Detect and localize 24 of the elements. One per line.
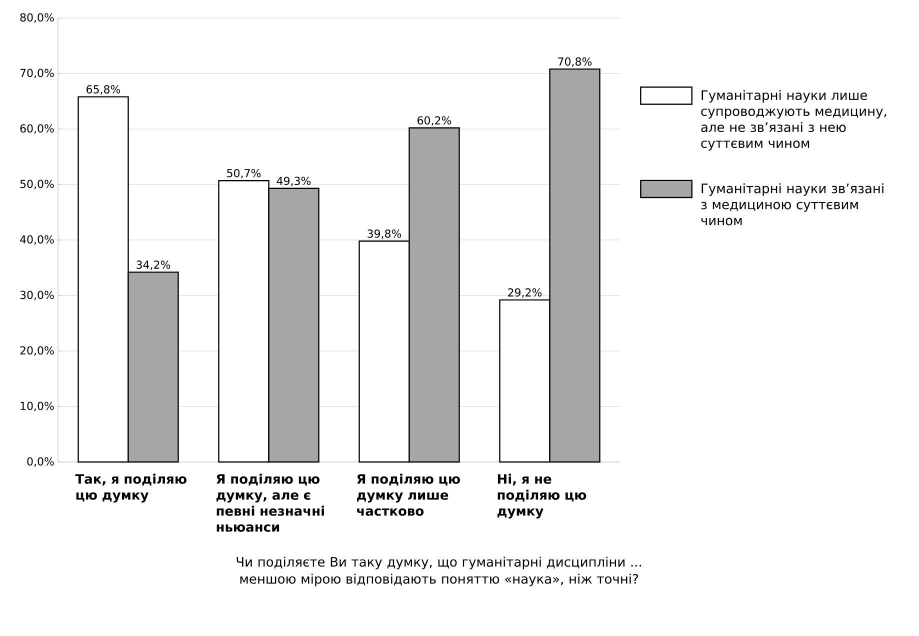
x-axis-title: Чи поділяєте Ви таку думку, що гуманітарні дисципліни ... меншою мірою відповідають поняттю «наука», ніж точні? xyxy=(236,556,641,586)
legend-label: Гуманітарні науки лише супроводжують медицину, але не зв’язані з нею суттєвим чином xyxy=(701,90,886,151)
data-label: 70,8% xyxy=(558,57,592,67)
y-tick-label: 20,0% xyxy=(20,346,54,356)
y-tick-label: 70,0% xyxy=(20,68,54,78)
y-tick-label: 40,0% xyxy=(20,235,54,245)
data-label: 65,8% xyxy=(86,85,120,95)
y-tick-label: 0,0% xyxy=(27,457,54,467)
x-tick-label: Так, я поділяю цю думку xyxy=(75,474,186,502)
y-tick-label: 60,0% xyxy=(20,124,54,134)
y-tick-label: 80,0% xyxy=(20,13,54,23)
y-tick-label: 10,0% xyxy=(20,402,54,412)
data-label: 50,7% xyxy=(227,168,261,178)
data-label: 49,3% xyxy=(276,176,311,186)
x-tick-label: Я поділяю цю думку, але є певні незначні ньюанси xyxy=(216,474,324,532)
data-label: 60,2% xyxy=(418,116,452,126)
data-label: 34,2% xyxy=(136,260,170,270)
data-label: 29,2% xyxy=(508,288,542,298)
x-tick-label: Я поділяю цю думку лише частково xyxy=(356,474,460,516)
legend-label: Гуманітарні науки зв’язані з медициною суттєвим чином xyxy=(701,183,884,226)
y-tick-label: 30,0% xyxy=(20,290,54,300)
data-label: 39,8% xyxy=(368,229,402,239)
y-tick-label: 50,0% xyxy=(20,180,54,190)
x-tick-label: Ні, я не поділяю цю думку xyxy=(497,474,586,518)
